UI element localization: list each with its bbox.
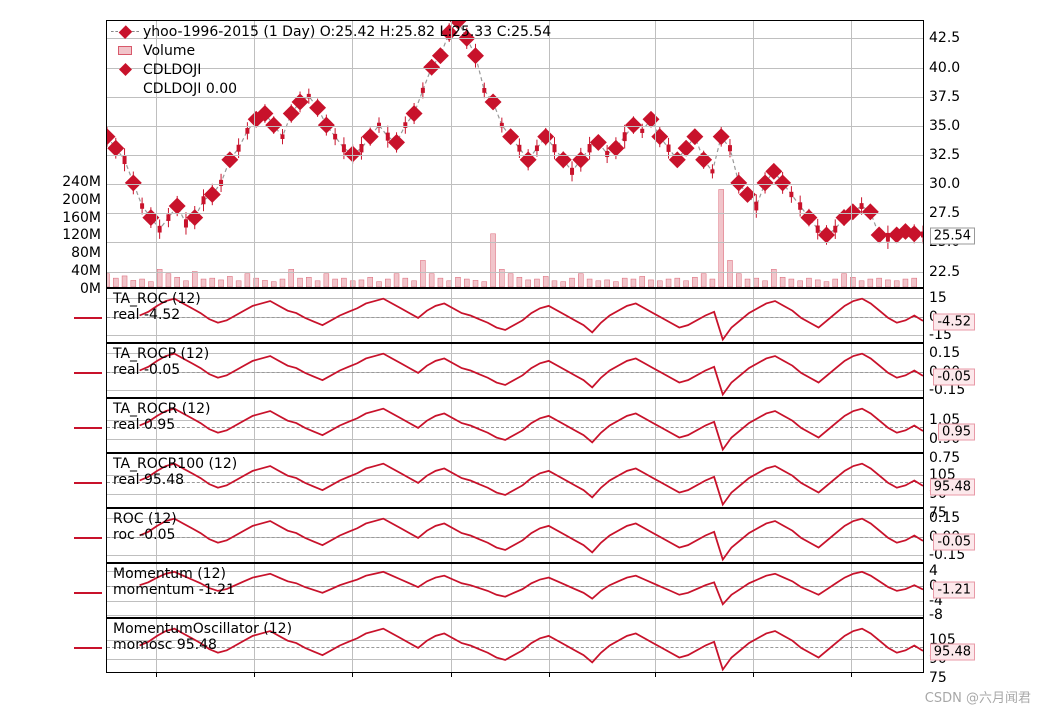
indicator-legend-ta_rocp: TA_ROCP (12)real -0.05: [113, 346, 209, 378]
indicator-panel-roc: ROC (12)roc -0.050.150.00-0.15-0.05: [106, 508, 924, 563]
indicator-value-ta_rocr100: 95.48: [930, 479, 975, 496]
y-tick-right: 75: [929, 670, 947, 686]
legend-ind2: CDLDOJI 0.00: [143, 81, 237, 97]
y-tick-right: 4: [929, 563, 938, 579]
y-tick-right: 15: [929, 290, 947, 306]
y-tick-right: 30.0: [929, 176, 960, 192]
indicator-legend-ta_rocr100: TA_ROCR100 (12)real 95.48: [113, 456, 237, 488]
indicator-panel-momosc: MomentumOscillator (12)momosc 95.4810590…: [106, 618, 924, 673]
indicator-legend-momosc: MomentumOscillator (12)momosc 95.48: [113, 621, 292, 653]
legend-volume: Volume: [143, 43, 195, 59]
indicator-value-ta_rocr: 0.95: [938, 424, 975, 441]
y-tick-right: 42.5: [929, 30, 960, 46]
indicator-legend-momentum: Momentum (12)momentum -1.21: [113, 566, 235, 598]
indicator-panel-momentum: Momentum (12)momentum -1.2140-4-8-1.21: [106, 563, 924, 618]
legend-ind1: CDLDOJI: [143, 62, 201, 78]
indicator-legend-ta_rocr: TA_ROCR (12)real 0.95: [113, 401, 210, 433]
y-tick-left: 160M: [62, 210, 101, 226]
y-tick-left: 80M: [71, 245, 101, 261]
y-tick-right: 40.0: [929, 60, 960, 76]
legend-title: yhoo-1996-2015 (1 Day) O:25.42 H:25.82 L…: [143, 24, 551, 40]
main-legend: yhoo-1996-2015 (1 Day) O:25.42 H:25.82 L…: [107, 21, 555, 99]
y-tick-right: 35.0: [929, 118, 960, 134]
y-tick-right: 0.15: [929, 510, 960, 526]
y-tick-left: 120M: [62, 227, 101, 243]
y-tick-left: 0M: [80, 281, 101, 297]
y-tick-right: 32.5: [929, 147, 960, 163]
indicator-value-momosc: 95.48: [930, 644, 975, 661]
y-tick-right: 27.5: [929, 205, 960, 221]
y-tick-right: 0.15: [929, 345, 960, 361]
indicator-panel-ta_rocr100: TA_ROCR100 (12)real 95.48105907595.48: [106, 453, 924, 508]
watermark: CSDN @六月闻君: [925, 687, 1031, 706]
indicator-panel-ta_roc: TA_ROC (12)real -4.52150-15-4.52: [106, 288, 924, 343]
price-last-value: 25.54: [930, 228, 975, 245]
indicator-panel-ta_rocp: TA_ROCP (12)real -0.050.150.00-0.15-0.05: [106, 343, 924, 398]
financial-chart: yhoo-1996-2015 (1 Day) O:25.42 H:25.82 L…: [10, 10, 1033, 700]
indicator-legend-ta_roc: TA_ROC (12)real -4.52: [113, 291, 201, 323]
indicator-panel-ta_rocr: TA_ROCR (12)real 0.951.050.900.750.95: [106, 398, 924, 453]
indicator-value-roc: -0.05: [933, 534, 975, 551]
y-tick-left: 40M: [71, 263, 101, 279]
y-tick-right: 37.5: [929, 89, 960, 105]
y-tick-right: 0.75: [929, 450, 960, 466]
y-tick-left: 200M: [62, 192, 101, 208]
indicator-value-ta_rocp: -0.05: [933, 369, 975, 386]
y-tick-left: 240M: [62, 174, 101, 190]
main-price-panel: yhoo-1996-2015 (1 Day) O:25.42 H:25.82 L…: [106, 20, 924, 288]
indicator-value-ta_roc: -4.52: [933, 314, 975, 331]
indicator-value-momentum: -1.21: [933, 582, 975, 599]
y-tick-right: 22.5: [929, 264, 960, 280]
y-tick-right: -8: [929, 607, 943, 623]
indicator-legend-roc: ROC (12)roc -0.05: [113, 511, 177, 543]
